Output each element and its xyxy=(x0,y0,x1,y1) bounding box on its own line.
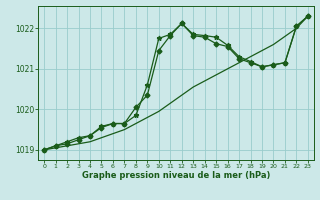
X-axis label: Graphe pression niveau de la mer (hPa): Graphe pression niveau de la mer (hPa) xyxy=(82,171,270,180)
